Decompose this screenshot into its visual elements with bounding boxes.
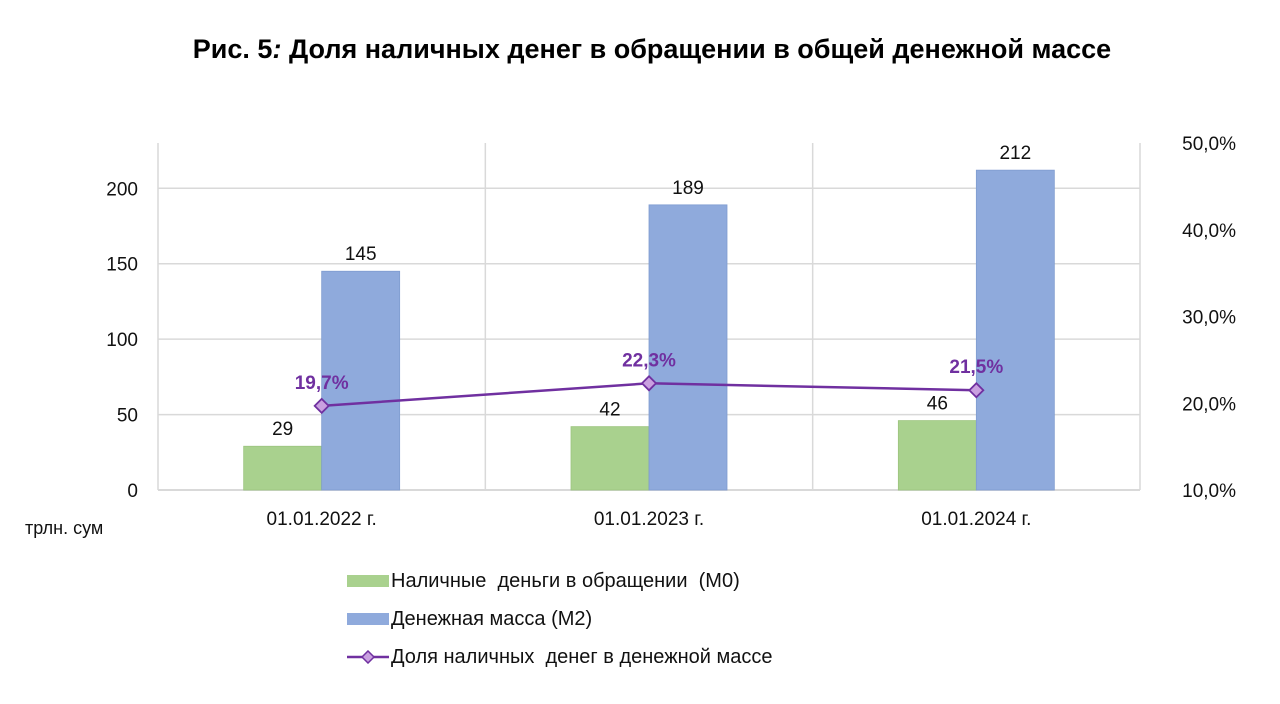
bar-m2 (648, 204, 728, 491)
bar-m0 (243, 445, 323, 491)
data-label-share: 19,7% (295, 373, 349, 394)
x-tick-label: 01.01.2022 г. (267, 509, 377, 530)
y2-tick-label: 40,0% (1182, 221, 1236, 242)
legend: Наличные деньги в обращении (М0) Денежна… (347, 562, 772, 676)
legend-label-share: Доля наличных денег в денежной массе (391, 645, 773, 668)
title-prefix: Рис. (192, 34, 258, 64)
share-marker (313, 397, 330, 415)
title-text: Доля наличных денег в обращении в общей … (281, 34, 1112, 64)
y2-tick-label: 30,0% (1182, 308, 1236, 329)
data-label-m2: 212 (999, 143, 1031, 164)
y-tick-label: 200 (106, 179, 138, 200)
title-number: 5 (257, 34, 273, 64)
data-label-m0: 46 (927, 394, 948, 415)
legend-label-m0: Наличные деньги в обращении (М0) (391, 569, 740, 592)
y2-tick-label: 20,0% (1182, 394, 1236, 415)
y-tick-label: 150 (106, 255, 138, 276)
y2-tick-label: 10,0% (1182, 481, 1236, 502)
legend-label-m2: Денежная масса (М2) (391, 607, 593, 630)
share-marker (968, 381, 985, 399)
x-tick-label: 01.01.2023 г. (594, 509, 704, 530)
chart-title: Рис. 5: Доля наличных денег в обращении … (0, 34, 1280, 65)
legend-item-share: Доля наличных денег в денежной массе (347, 638, 772, 676)
share-marker (640, 375, 658, 392)
legend-swatch-m2 (347, 613, 389, 625)
y2-tick-label: 50,0% (1182, 134, 1236, 155)
y-tick-label: 100 (106, 330, 138, 351)
bar-m0 (570, 426, 650, 491)
bar-m2 (975, 169, 1055, 491)
bar-m0 (897, 420, 977, 491)
legend-item-m2: Денежная масса (М2) (347, 600, 772, 638)
legend-item-m0: Наличные деньги в обращении (М0) (347, 562, 772, 600)
data-label-share: 22,3% (622, 350, 676, 371)
data-label-m2: 145 (345, 244, 377, 265)
legend-diamond-line-icon (347, 650, 389, 664)
data-label-m0: 29 (272, 419, 293, 440)
data-label-share: 21,5% (949, 357, 1003, 378)
legend-swatch-m0 (347, 575, 389, 587)
y-tick-label: 0 (127, 481, 138, 502)
y-axis-unit-label: трлн. сум (25, 518, 104, 538)
y-tick-label: 50 (117, 406, 138, 427)
x-tick-label: 01.01.2024 г. (921, 509, 1031, 530)
data-label-m2: 189 (672, 178, 704, 199)
bar-m2 (321, 270, 401, 491)
data-label-m0: 42 (599, 400, 620, 421)
title-colon: : (272, 34, 282, 64)
